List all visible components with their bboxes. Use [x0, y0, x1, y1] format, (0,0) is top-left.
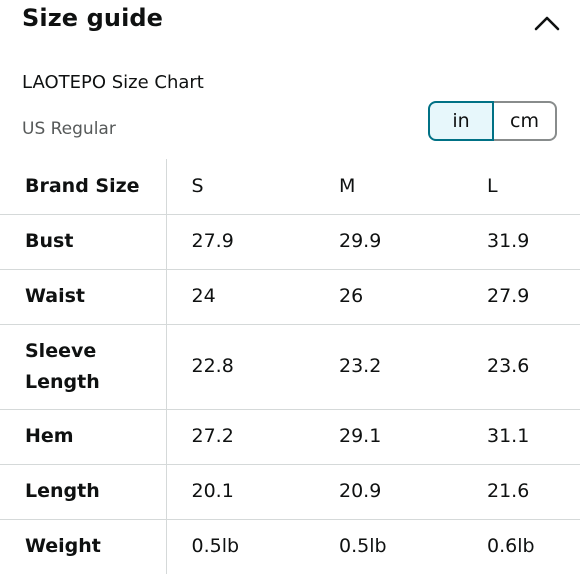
table-cell: 27.9 [462, 269, 580, 325]
table-cell: 20.9 [314, 464, 462, 520]
row-label: Hem [0, 409, 167, 465]
table-cell: 24 [166, 269, 314, 325]
table-row: Waist 24 26 27.9 [0, 269, 580, 325]
table-cell: 20.1 [166, 464, 314, 520]
unit-inches-button[interactable]: in [428, 101, 494, 141]
row-label: Sleeve Length [0, 324, 167, 410]
row-label: Weight [0, 519, 167, 574]
size-guide-header[interactable]: Size guide [22, 2, 562, 38]
size-region-label: US Regular [22, 119, 116, 139]
table-cell: 29.9 [314, 214, 462, 270]
row-label: Bust [0, 214, 167, 270]
table-cell: 21.6 [462, 464, 580, 520]
table-row: Hem 27.2 29.1 31.1 [0, 409, 580, 465]
table-cell: 26 [314, 269, 462, 325]
table-row: Sleeve Length 22.8 23.2 23.6 [0, 324, 580, 410]
table-row: Weight 0.5lb 0.5lb 0.6lb [0, 519, 580, 574]
table-cell: 29.1 [314, 409, 462, 465]
table-cell: 27.9 [166, 214, 314, 270]
table-cell: 31.1 [462, 409, 580, 465]
size-chart-title: LAOTEPO Size Chart [22, 72, 204, 93]
unit-toggle: in cm [428, 101, 557, 141]
size-table: Brand Size S M L Bust 27.9 29.9 31.9 Wai… [0, 159, 580, 574]
row-label: Brand Size [0, 159, 167, 215]
table-cell: 0.5lb [339, 535, 387, 558]
table-cell: 23.6 [462, 324, 580, 410]
table-cell: 23.2 [314, 324, 462, 410]
table-cell: 27.2 [166, 409, 314, 465]
size-guide-title: Size guide [22, 4, 164, 32]
row-label: Waist [0, 269, 167, 325]
size-column-header: S [166, 159, 314, 215]
table-row: Length 20.1 20.9 21.6 [0, 464, 580, 520]
chevron-up-icon[interactable] [532, 8, 562, 38]
table-header-row: Brand Size S M L [0, 159, 580, 215]
size-column-header: L [462, 159, 580, 215]
table-cell: 0.5lb [191, 535, 240, 558]
table-cell: 31.9 [462, 214, 580, 270]
table-cell: 0.6lb [487, 535, 535, 558]
size-column-header: M [314, 159, 462, 215]
table-cell: 22.8 [166, 324, 314, 410]
unit-centimeters-button[interactable]: cm [494, 101, 557, 141]
table-row: Bust 27.9 29.9 31.9 [0, 214, 580, 270]
row-label: Length [0, 464, 167, 520]
